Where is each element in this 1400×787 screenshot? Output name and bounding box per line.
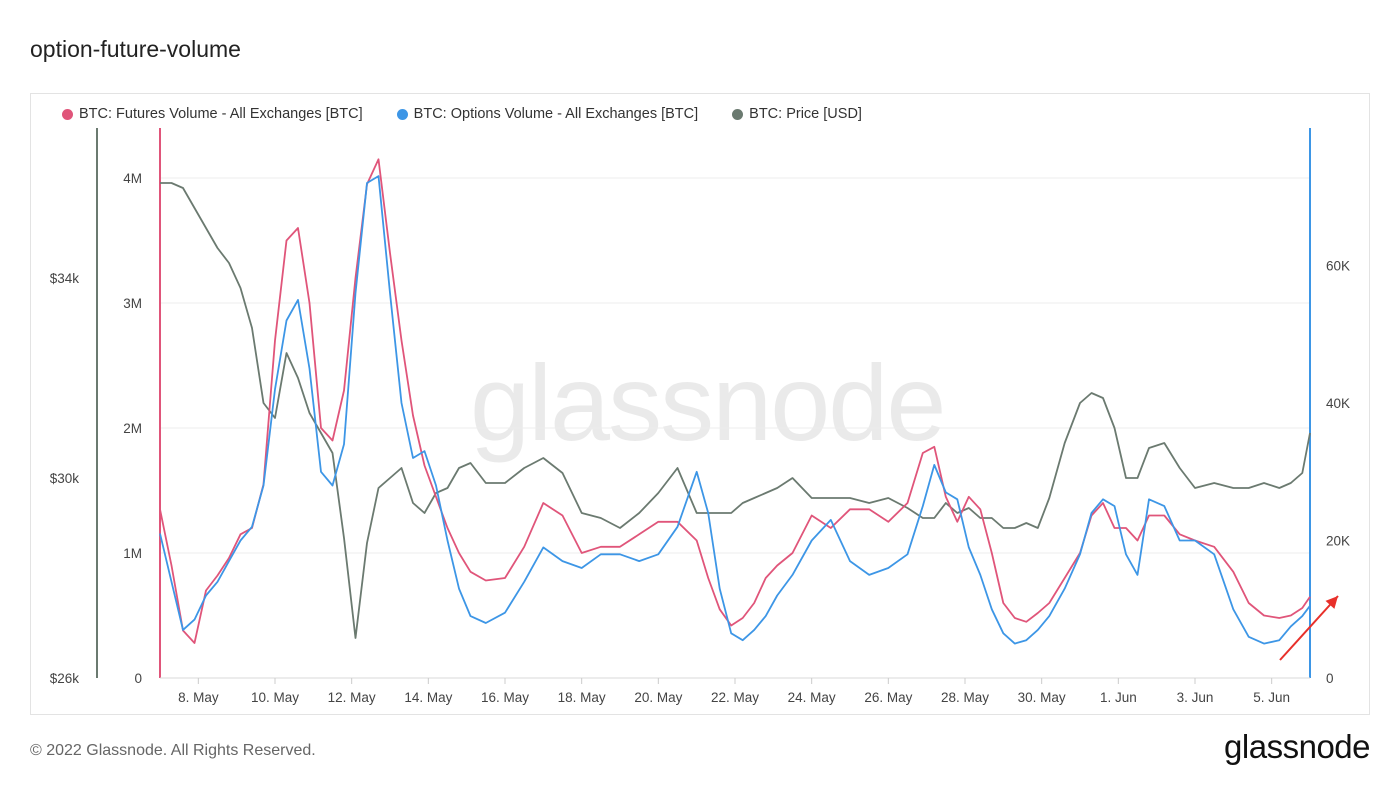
x-tick-label: 16. May — [481, 690, 529, 705]
series-line-futures — [159, 158, 1311, 644]
legend-item-price[interactable]: BTC: Price [USD] — [732, 106, 862, 122]
x-tick-label: 24. May — [788, 690, 836, 705]
x-tick-label: 26. May — [864, 690, 912, 705]
x-tick-label: 20. May — [634, 690, 682, 705]
footer-copyright: © 2022 Glassnode. All Rights Reserved. — [30, 742, 316, 759]
x-tick-label: 8. May — [178, 690, 219, 705]
price-tick-label: $26k — [50, 671, 80, 686]
legend-dot-futures — [62, 108, 73, 120]
legend-label-futures: BTC: Futures Volume - All Exchanges [BTC… — [79, 106, 363, 122]
x-tick-label: 14. May — [404, 690, 452, 705]
page-title: option-future-volume — [30, 36, 241, 62]
legend-dot-options — [396, 108, 408, 120]
x-tick-label: 30. May — [1018, 690, 1066, 705]
x-tick-label: 3. Jun — [1177, 690, 1214, 705]
price-tick-label: $34k — [50, 271, 80, 286]
annotation-arrowhead — [1325, 596, 1338, 609]
legend-item-futures[interactable]: BTC: Futures Volume - All Exchanges [BTC… — [62, 106, 363, 122]
x-tick-label: 10. May — [251, 690, 299, 705]
series-line-price — [160, 182, 1311, 639]
legend-item-options[interactable]: BTC: Options Volume - All Exchanges [BTC… — [396, 106, 699, 122]
x-tick-label: 28. May — [941, 690, 989, 705]
chart-frame — [30, 93, 1370, 715]
futures-tick-label: 2M — [123, 421, 142, 436]
futures-tick-label: 1M — [123, 546, 142, 561]
x-tick-label: 5. Jun — [1253, 690, 1290, 705]
legend-label-options: BTC: Options Volume - All Exchanges [BTC… — [413, 106, 699, 122]
legend: BTC: Futures Volume - All Exchanges [BTC… — [62, 106, 862, 122]
options-tick-label: 40K — [1326, 396, 1350, 411]
series-line-options — [159, 175, 1311, 645]
legend-label-price: BTC: Price [USD] — [749, 106, 862, 122]
glassnode-logo: glassnode — [1224, 728, 1370, 765]
x-tick-label: 22. May — [711, 690, 759, 705]
futures-tick-label: 3M — [123, 296, 142, 311]
options-tick-label: 0 — [1326, 671, 1334, 686]
x-tick-label: 12. May — [328, 690, 376, 705]
futures-tick-label: 0 — [134, 671, 142, 686]
price-tick-label: $30k — [50, 471, 80, 486]
x-tick-label: 1. Jun — [1100, 690, 1137, 705]
x-tick-label: 18. May — [558, 690, 606, 705]
futures-tick-label: 4M — [123, 171, 142, 186]
annotation-arrow — [1279, 595, 1339, 661]
options-tick-label: 60K — [1326, 259, 1350, 274]
legend-dot-price — [732, 108, 744, 120]
options-tick-label: 20K — [1326, 534, 1350, 549]
